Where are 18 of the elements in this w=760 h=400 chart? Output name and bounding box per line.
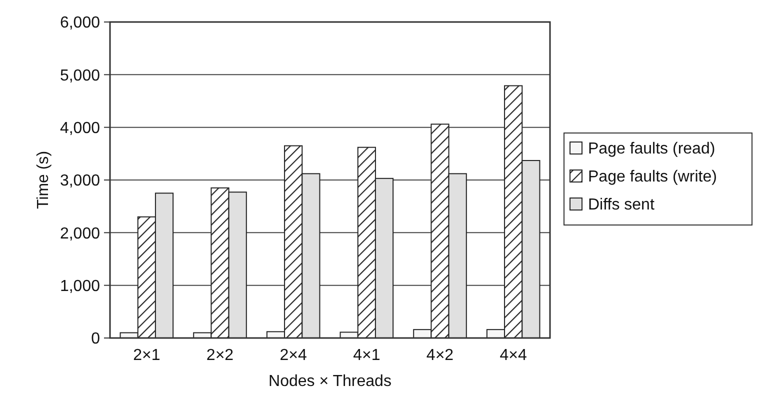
x-tick-label: 2×1: [133, 347, 160, 364]
legend-label: Page faults (read): [588, 140, 716, 158]
x-tick-label: 4×4: [500, 347, 528, 364]
y-tick-label: 3,000: [60, 172, 100, 190]
x-tick-label: 4×1: [353, 347, 380, 364]
legend-label: Diffs sent: [588, 196, 655, 214]
y-tick-label: 2,000: [60, 225, 100, 242]
x-tick-label: 2×4: [280, 347, 308, 364]
x-axis-title: Nodes × Threads: [268, 373, 392, 390]
legend-label: Page faults (write): [588, 168, 717, 186]
y-tick-label: 5,000: [60, 67, 100, 84]
x-tick-label: 2×2: [206, 347, 234, 364]
y-axis-title: Time (s): [35, 150, 52, 210]
y-tick-label: 0: [91, 330, 100, 348]
y-tick-label: 6,000: [60, 14, 100, 32]
y-tick-label: 4,000: [60, 120, 100, 137]
x-tick-label: 4×2: [426, 347, 454, 364]
y-tick-label: 1,000: [60, 278, 100, 295]
